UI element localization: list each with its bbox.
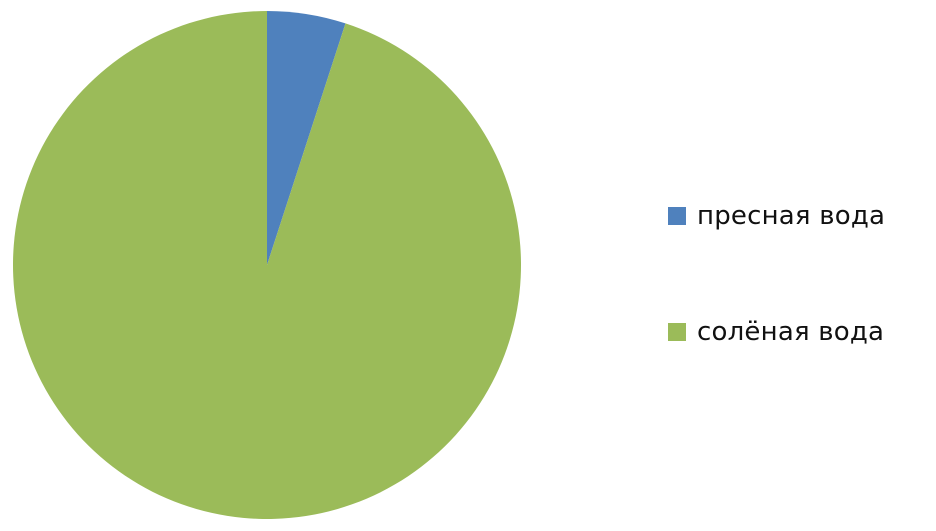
legend-swatch-fresh-water	[668, 207, 686, 225]
pie-plot-area	[13, 11, 522, 519]
legend-item-fresh-water: пресная вода	[668, 196, 936, 236]
pie-slice-1	[13, 11, 522, 519]
legend-item-salt-water: солёная вода	[668, 312, 936, 352]
legend-swatch-salt-water	[668, 323, 686, 341]
pie-slice-0	[267, 11, 346, 265]
chart-legend: пресная вода солёная вода	[668, 196, 936, 428]
legend-label-fresh-water: пресная вода	[697, 201, 886, 231]
legend-label-salt-water: солёная вода	[697, 317, 885, 347]
